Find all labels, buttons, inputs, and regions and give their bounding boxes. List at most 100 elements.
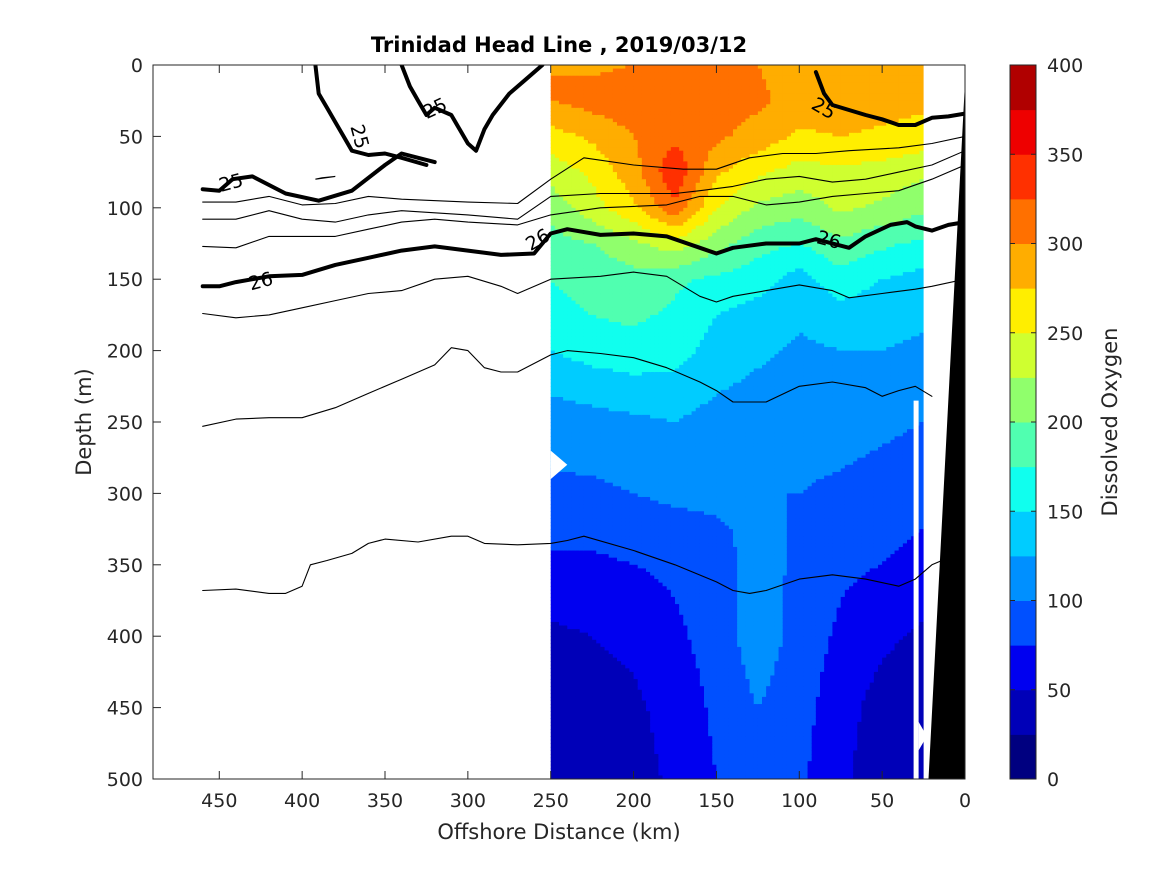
oxygen-cell xyxy=(583,164,589,170)
oxygen-cell xyxy=(596,82,602,88)
oxygen-cell xyxy=(633,550,639,555)
oxygen-cell xyxy=(633,736,639,741)
oxygen-cell xyxy=(596,768,602,773)
oxygen-cell xyxy=(571,97,577,102)
oxygen-cell xyxy=(588,764,593,769)
oxygen-cell xyxy=(571,768,577,773)
oxygen-cell xyxy=(571,225,577,230)
oxygen-cell xyxy=(579,461,585,466)
oxygen-cell xyxy=(575,272,581,277)
oxygen-cell xyxy=(621,529,626,534)
oxygen-cell xyxy=(579,479,585,484)
oxygen-cell xyxy=(567,157,573,162)
oxygen-cell xyxy=(646,118,651,123)
oxygen-cell xyxy=(567,114,573,120)
oxygen-cell xyxy=(583,72,589,77)
oxygen-cell xyxy=(575,350,581,355)
oxygen-cell xyxy=(608,611,614,616)
oxygen-cell xyxy=(633,89,639,95)
oxygen-cell xyxy=(563,589,568,594)
oxygen-cell xyxy=(633,400,639,405)
oxygen-cell xyxy=(641,582,647,587)
oxygen-cell xyxy=(637,654,643,659)
oxygen-cell xyxy=(600,257,606,262)
oxygen-cell xyxy=(579,496,585,502)
oxygen-cell xyxy=(633,111,639,116)
oxygen-cell xyxy=(596,72,602,77)
oxygen-cell xyxy=(550,518,556,523)
oxygen-cell xyxy=(583,464,589,470)
oxygen-cell xyxy=(571,439,577,445)
oxygen-cell xyxy=(625,118,631,123)
oxygen-cell xyxy=(641,68,647,73)
oxygen-cell xyxy=(592,546,597,552)
oxygen-cell xyxy=(571,347,577,352)
oxygen-cell xyxy=(641,79,647,84)
oxygen-cell xyxy=(563,550,568,555)
oxygen-cell xyxy=(625,89,631,95)
oxygen-cell xyxy=(629,275,635,280)
oxygen-cell xyxy=(617,82,622,88)
oxygen-cell xyxy=(600,661,606,666)
oxygen-cell xyxy=(608,150,614,155)
oxygen-cell xyxy=(575,721,581,727)
oxygen-cell xyxy=(646,418,651,423)
oxygen-cell xyxy=(604,521,610,527)
oxygen-cell xyxy=(575,568,581,573)
oxygen-cell xyxy=(554,400,560,405)
oxygen-cell xyxy=(608,682,614,687)
oxygen-cell xyxy=(550,575,556,580)
oxygen-cell xyxy=(612,382,618,387)
oxygen-cell xyxy=(554,257,560,262)
oxygen-cell xyxy=(563,161,568,166)
oxygen-field xyxy=(550,65,929,779)
oxygen-cell xyxy=(554,661,560,666)
oxygen-cell xyxy=(604,72,610,77)
oxygen-cell xyxy=(612,657,618,662)
oxygen-cell xyxy=(567,693,573,698)
oxygen-cell xyxy=(608,300,614,305)
oxygen-cell xyxy=(592,518,597,523)
oxygen-cell xyxy=(583,314,589,320)
oxygen-cell xyxy=(600,322,606,327)
oxygen-cell xyxy=(612,122,618,127)
oxygen-cell xyxy=(559,482,564,487)
oxygen-cell xyxy=(559,439,564,445)
oxygen-cell xyxy=(596,493,602,498)
oxygen-cell xyxy=(579,432,585,437)
oxygen-cell xyxy=(600,654,606,659)
oxygen-cell xyxy=(641,682,647,687)
oxygen-cell xyxy=(604,457,610,462)
oxygen-cell xyxy=(563,72,568,77)
oxygen-cell xyxy=(554,475,560,480)
oxygen-cell xyxy=(588,72,593,77)
oxygen-cell xyxy=(646,596,651,602)
oxygen-cell xyxy=(559,379,564,384)
oxygen-cell xyxy=(567,711,573,716)
oxygen-cell xyxy=(612,357,618,362)
oxygen-cell xyxy=(650,579,655,584)
oxygen-cell xyxy=(579,693,585,698)
oxygen-cell xyxy=(563,579,568,584)
oxygen-cell xyxy=(650,207,655,212)
oxygen-cell xyxy=(621,561,626,566)
oxygen-cell xyxy=(600,586,606,591)
oxygen-cell xyxy=(559,272,564,277)
oxygen-cell xyxy=(629,104,635,109)
oxygen-cell xyxy=(641,707,647,712)
oxygen-cell xyxy=(592,172,597,177)
oxygen-cell xyxy=(608,532,614,537)
oxygen-cell xyxy=(650,211,655,216)
oxygen-cell xyxy=(612,764,618,769)
oxygen-cell xyxy=(637,361,643,366)
oxygen-cell xyxy=(633,664,639,669)
oxygen-cell xyxy=(633,732,639,737)
oxygen-cell xyxy=(641,521,647,527)
oxygen-cell xyxy=(625,282,631,287)
oxygen-cell xyxy=(559,207,564,212)
oxygen-cell xyxy=(592,404,597,409)
oxygen-cell xyxy=(621,311,626,316)
oxygen-cell xyxy=(583,172,589,177)
oxygen-cell xyxy=(563,436,568,441)
oxygen-cell xyxy=(629,100,635,105)
